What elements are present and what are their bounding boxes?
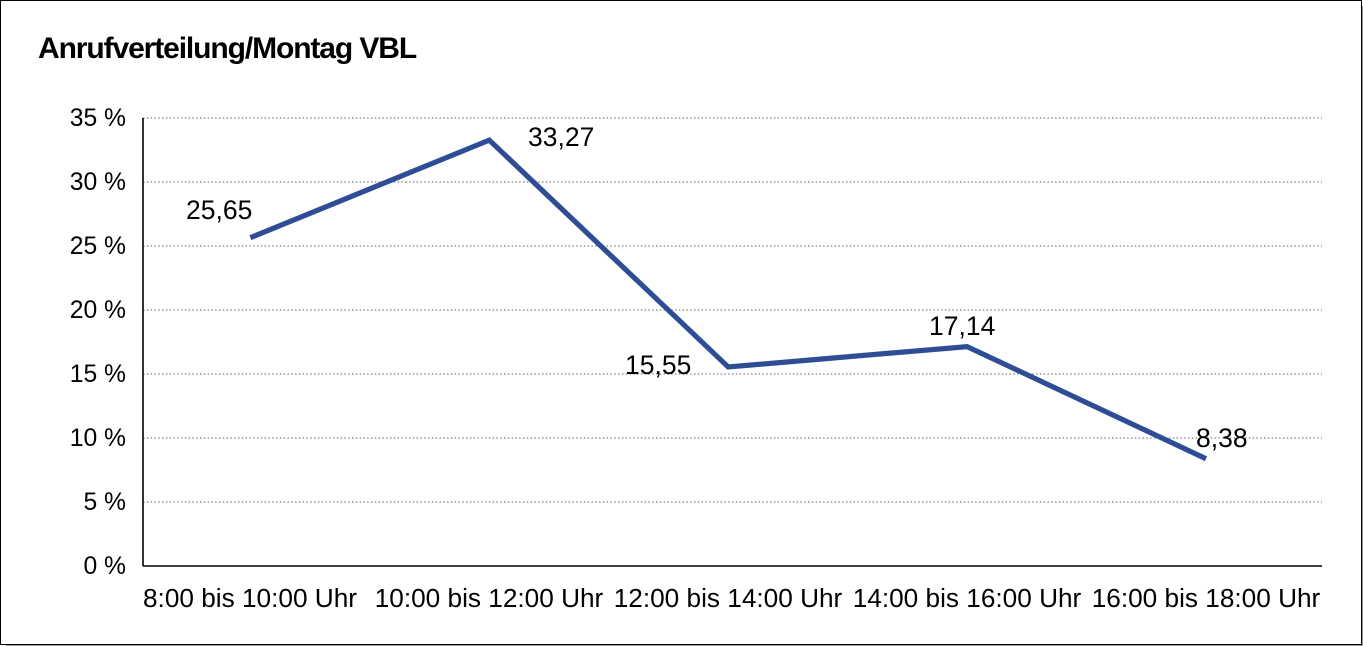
svg-text:15,55: 15,55 [625,350,691,380]
svg-text:12:00 bis 14:00 Uhr: 12:00 bis 14:00 Uhr [614,583,843,613]
svg-text:5 %: 5 % [83,489,126,516]
svg-text:35 %: 35 % [70,105,126,132]
svg-text:10 %: 10 % [70,425,126,452]
svg-text:8,38: 8,38 [1196,423,1248,453]
svg-text:16:00 bis 18:00 Uhr: 16:00 bis 18:00 Uhr [1092,583,1321,613]
svg-text:15 %: 15 % [70,361,126,388]
svg-text:20 %: 20 % [70,297,126,324]
svg-text:10:00 bis 12:00 Uhr: 10:00 bis 12:00 Uhr [375,583,604,613]
svg-text:25,65: 25,65 [186,195,252,225]
svg-text:25 %: 25 % [70,233,126,260]
svg-text:30 %: 30 % [70,169,126,196]
svg-text:0 %: 0 % [83,553,126,580]
svg-text:33,27: 33,27 [528,122,594,152]
svg-text:8:00 bis 10:00 Uhr: 8:00 bis 10:00 Uhr [143,583,357,613]
svg-text:14:00 bis 16:00 Uhr: 14:00 bis 16:00 Uhr [853,583,1082,613]
svg-text:17,14: 17,14 [929,311,995,341]
